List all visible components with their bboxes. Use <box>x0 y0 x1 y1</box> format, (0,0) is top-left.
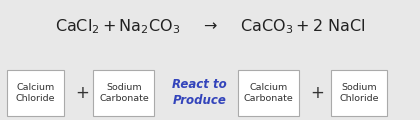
Text: $\mathregular{CaCl_2 + Na_2CO_3}$    $\rightarrow$    $\mathregular{CaCO_3 + 2\ : $\mathregular{CaCl_2 + Na_2CO_3}$ $\righ… <box>55 17 365 36</box>
FancyBboxPatch shape <box>239 70 299 116</box>
Text: +: + <box>75 84 89 102</box>
Text: Calcium
Carbonate: Calcium Carbonate <box>244 83 294 103</box>
Text: +: + <box>310 84 324 102</box>
FancyBboxPatch shape <box>331 70 388 116</box>
FancyBboxPatch shape <box>8 70 64 116</box>
Text: Calcium
Chloride: Calcium Chloride <box>16 83 55 103</box>
Text: Sodium
Carbonate: Sodium Carbonate <box>99 83 149 103</box>
Text: Sodium
Chloride: Sodium Chloride <box>339 83 379 103</box>
FancyBboxPatch shape <box>93 70 155 116</box>
Text: React to
Produce: React to Produce <box>172 78 227 108</box>
